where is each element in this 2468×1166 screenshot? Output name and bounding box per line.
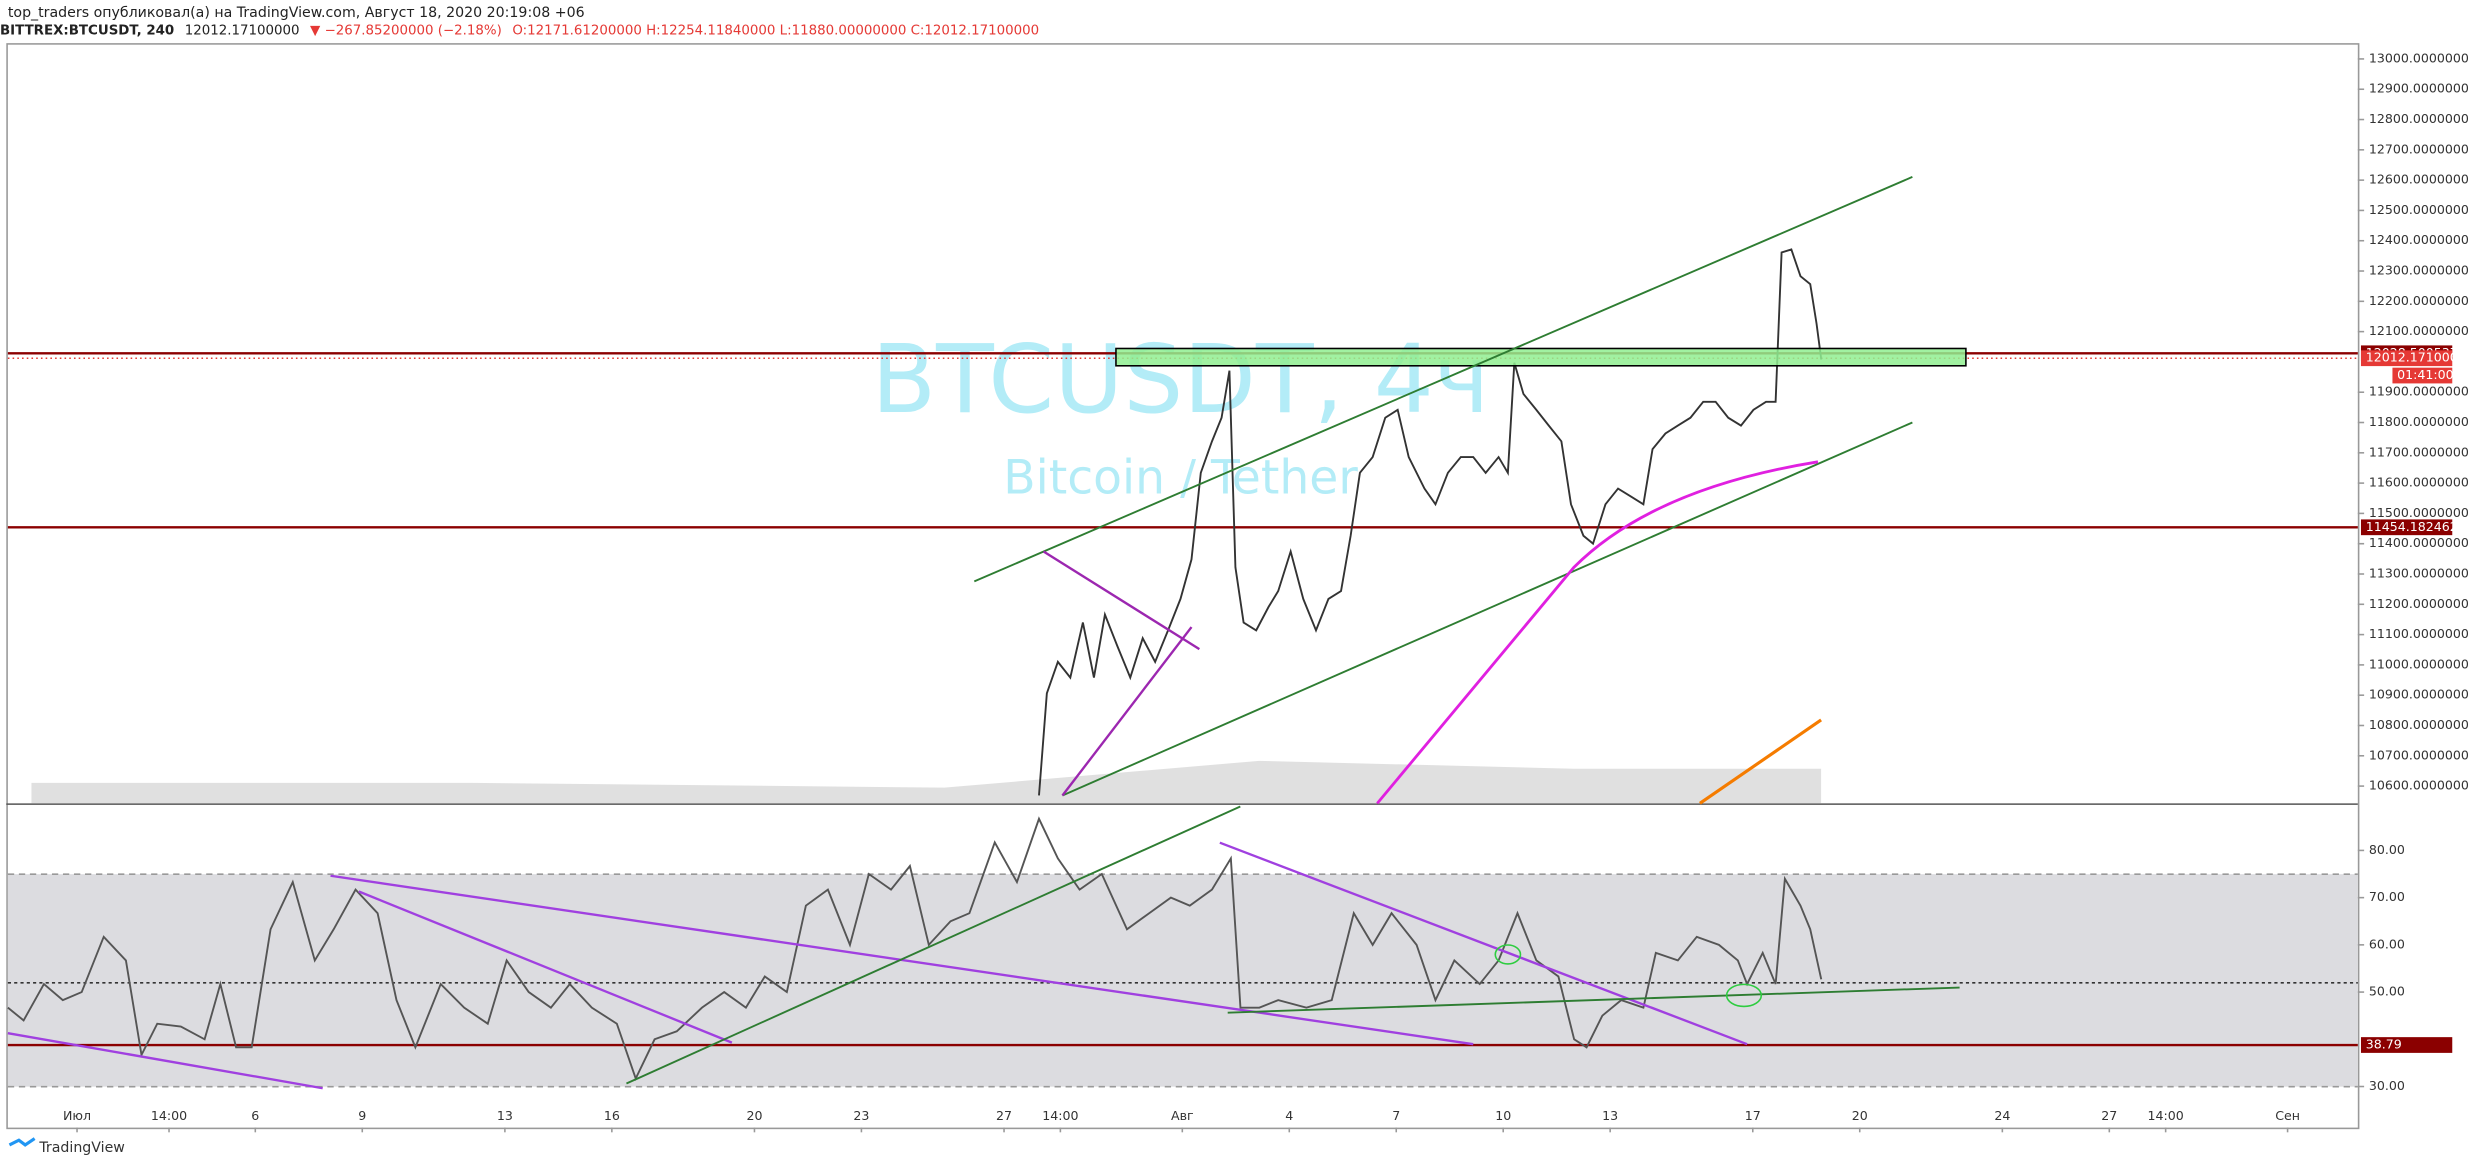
volume (31, 760, 1822, 804)
x-tick-label: 13 (497, 1108, 513, 1123)
y-tick-label: 11300.00000000 (2369, 566, 2468, 581)
x-tick-label: 17 (1745, 1108, 1761, 1123)
y-tick-label: 11700.00000000 (2369, 444, 2468, 459)
y-tick-label: 50.00 (2369, 984, 2405, 999)
x-tick-label: 9 (358, 1108, 366, 1123)
level-tag (2360, 1037, 2453, 1053)
y-tick-label: 11800.00000000 (2369, 414, 2468, 429)
watermark: BTCUSDT, 4ч (871, 325, 1489, 435)
y-tick-label: 11000.00000000 (2369, 656, 2468, 671)
publish-info: top_traders опубликовал(а) на TradingVie… (8, 5, 585, 21)
y-tick-label: 12100.00000000 (2369, 323, 2468, 338)
circle (1725, 983, 1763, 1008)
y-tick-label: 11500.00000000 (2369, 505, 2468, 520)
y-tick-label: 12600.00000000 (2369, 172, 2468, 187)
circle (1494, 944, 1522, 965)
x-tick-label: Июл (63, 1108, 91, 1123)
rsi-trend (1227, 986, 1960, 1014)
y-tick-label: 60.00 (2369, 936, 2405, 951)
rsi-trend (7, 1031, 323, 1090)
level-label: 11454.18246295 (2366, 519, 2468, 534)
change: ▼ −267.85200000 (−2.18%) (310, 24, 502, 39)
y-tick-label: 12900.00000000 (2369, 81, 2468, 96)
y-tick-label: 70.00 (2369, 889, 2405, 904)
x-tick-label: 14:00 (1042, 1108, 1078, 1123)
axes: 13000.00000000 12900.00000000 12800.000000… (63, 50, 2468, 1133)
symbol: BITTREX:BTCUSDT, 240 (0, 24, 174, 39)
y-tick-label: 12800.00000000 (2369, 111, 2468, 126)
y-tick-label: 12200.00000000 (2369, 293, 2468, 308)
triangle-bottom (1061, 626, 1193, 797)
y-tick-label: 10800.00000000 (2369, 717, 2468, 732)
y-tick-label: 11600.00000000 (2369, 475, 2468, 490)
x-tick-label: Сен (2275, 1108, 2300, 1123)
y-tick-label: 12700.00000000 (2369, 141, 2468, 156)
x-tick-label: 24 (1994, 1108, 2010, 1123)
y-tick-label: 11200.00000000 (2369, 596, 2468, 611)
last: 12012.17100000 (185, 24, 300, 39)
last-tag (2360, 350, 2453, 367)
x-tick-label: 6 (251, 1108, 259, 1123)
watermark-name: Bitcoin / Tether (1003, 451, 1358, 506)
x-tick-label: 13 (1602, 1108, 1618, 1123)
logo (8, 1137, 36, 1147)
ma-200 (1376, 460, 1819, 805)
x-tick-label: 23 (853, 1108, 869, 1123)
y-tick-label: 11900.00000000 (2369, 384, 2468, 399)
rsi-trend (1219, 841, 1748, 1046)
x-tick-label: 27 (996, 1108, 1012, 1123)
rsi-band (7, 874, 2358, 1087)
zone (1115, 347, 1967, 367)
y-tick-label: 30.00 (2369, 1078, 2405, 1093)
channel-bottom (1062, 421, 1913, 797)
drawings (7, 176, 1967, 1090)
x-tick-label: 20 (1852, 1108, 1868, 1123)
x-tick-label: 16 (604, 1108, 620, 1123)
level-tag (2360, 519, 2453, 536)
x-tick-label: 27 (2101, 1108, 2117, 1123)
x-tick-label: 20 (746, 1108, 762, 1123)
y-tick-label: 13000.00000000 (2369, 50, 2468, 65)
x-tick-label: 4 (1285, 1108, 1293, 1123)
y-tick-label: 12300.00000000 (2369, 263, 2468, 278)
countdown: 01:41:00 (2397, 367, 2454, 382)
y-tick-label: 10900.00000000 (2369, 687, 2468, 702)
x-tick-label: 7 (1392, 1108, 1400, 1123)
last-label: 12012.17100000 (2366, 350, 2468, 365)
y-tick-label: 10600.00000000 (2369, 778, 2468, 793)
ohlc: O:12171.61200000 H:12254.11840000 L:1188… (512, 24, 1039, 39)
level-label: 38.79 (2366, 1037, 2402, 1052)
price-line (1038, 248, 1823, 796)
x-tick-label: 14:00 (151, 1108, 187, 1123)
y-tick-label: 11100.00000000 (2369, 626, 2468, 641)
x-tick-label: 14:00 (2148, 1108, 2184, 1123)
y-tick-label: 12500.00000000 (2369, 202, 2468, 217)
footer: TradingView (38, 1140, 125, 1156)
price-line (7, 816, 1823, 1081)
y-tick-label: 80.00 (2369, 842, 2405, 857)
y-tick-label: 12400.00000000 (2369, 232, 2468, 247)
rsi-trend (358, 890, 733, 1044)
x-tick-label: Авг (1171, 1108, 1194, 1123)
ma-orange (1699, 718, 1822, 805)
y-tick-label: 11400.00000000 (2369, 535, 2468, 550)
rsi-trend (626, 805, 1241, 1085)
countdown-tag (2392, 367, 2453, 384)
channel-top (973, 176, 1913, 583)
y-tick-label: 10700.00000000 (2369, 747, 2468, 762)
triangle-top (1042, 550, 1200, 651)
symbol-line: BITTREX:BTCUSDT, 240 12012.17100000 ▼ −2… (0, 24, 1039, 39)
x-tick-label: 10 (1495, 1108, 1511, 1123)
